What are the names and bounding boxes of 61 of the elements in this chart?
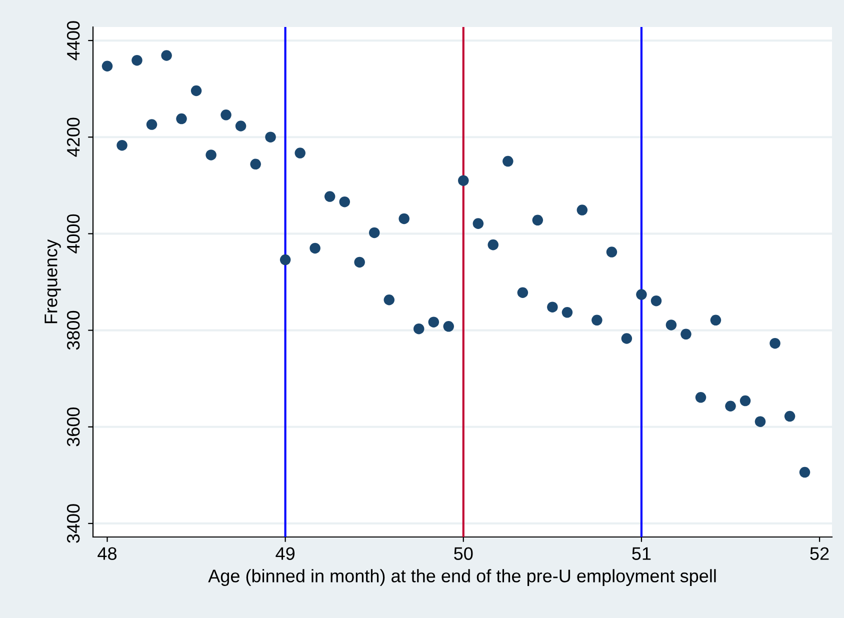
point	[592, 314, 602, 326]
point	[398, 213, 410, 224]
point	[547, 302, 558, 312]
point	[384, 294, 395, 306]
point	[265, 132, 276, 142]
point	[146, 119, 158, 130]
point	[310, 242, 320, 254]
y-tick-label: 4000	[66, 214, 80, 254]
point	[710, 314, 722, 326]
point	[532, 214, 544, 226]
point	[517, 287, 528, 298]
y-tick-label: 4400	[66, 21, 80, 60]
y-tick-label: 4200	[66, 118, 80, 157]
point	[725, 400, 736, 412]
point	[458, 175, 469, 186]
point	[799, 466, 810, 478]
point	[206, 150, 216, 160]
y-axis-title: Frequency	[44, 239, 61, 324]
point	[176, 113, 187, 124]
x-tick-label: 48	[98, 547, 117, 560]
point	[368, 227, 380, 238]
point	[235, 120, 246, 132]
point	[621, 333, 632, 344]
point	[190, 85, 202, 96]
x-tick-label: 49	[276, 547, 295, 560]
point	[220, 110, 232, 120]
point	[650, 295, 662, 306]
point	[576, 204, 588, 216]
x-axis-title: Age (binned in month) at the end of the pre-U employment spell	[208, 569, 716, 586]
point	[770, 338, 780, 349]
point	[636, 289, 647, 300]
point	[250, 158, 261, 170]
point	[116, 140, 128, 151]
point	[784, 410, 796, 422]
point	[102, 60, 113, 72]
point	[413, 323, 424, 334]
point	[132, 54, 142, 66]
point	[680, 328, 692, 340]
point	[428, 316, 440, 328]
y-tick-label: 3600	[66, 408, 80, 446]
point	[502, 156, 514, 167]
point	[472, 218, 484, 229]
point	[488, 239, 499, 250]
point	[754, 416, 766, 427]
point	[324, 191, 336, 202]
y-tick-label: 3400	[66, 504, 80, 543]
point	[443, 321, 454, 332]
point	[280, 254, 291, 266]
point	[339, 196, 350, 208]
y-tick-label: 3800	[66, 310, 80, 350]
point	[161, 50, 172, 61]
x-tick-label: 50	[454, 547, 473, 560]
point	[666, 320, 677, 330]
point	[294, 148, 306, 158]
point	[562, 307, 573, 318]
point	[740, 395, 751, 406]
point	[695, 392, 706, 403]
x-tick-label: 52	[810, 547, 829, 560]
x-tick-label: 51	[632, 547, 651, 560]
point	[354, 256, 365, 268]
point	[606, 246, 618, 258]
